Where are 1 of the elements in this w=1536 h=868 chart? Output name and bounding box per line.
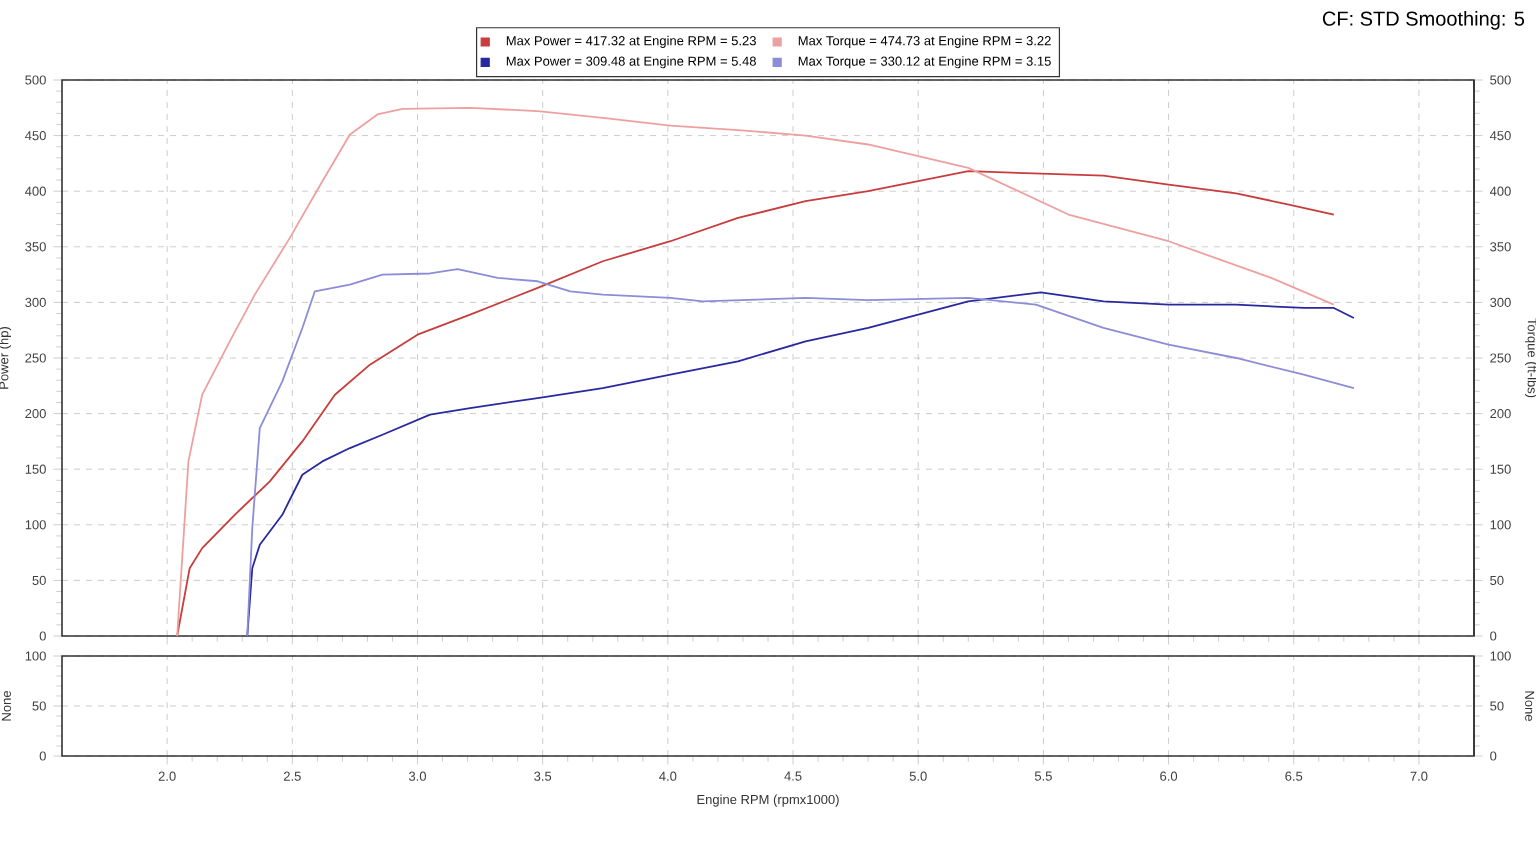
- text: CF: STD Smoothing: 5: [1322, 11, 1525, 30]
